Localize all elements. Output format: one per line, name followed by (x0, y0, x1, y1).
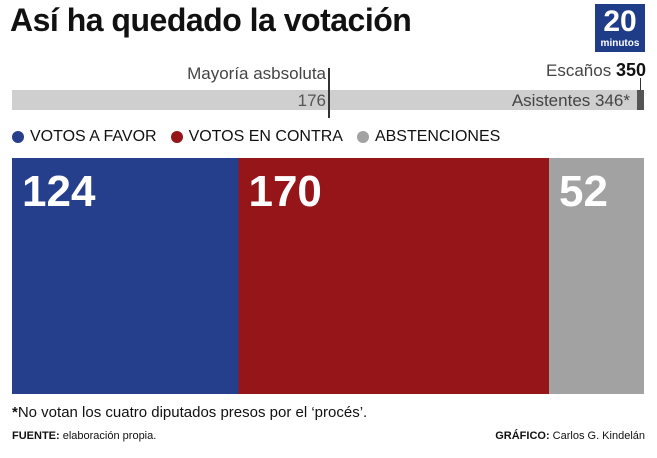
footnote-text: No votan los cuatro diputados presos por… (17, 404, 368, 421)
legend-item-favor: VOTOS A FAVOR (12, 128, 157, 146)
vote-bar-chart: 124 170 52 (12, 158, 644, 394)
logo-number: 20 (603, 5, 637, 38)
source-text: elaboración propia. (62, 430, 157, 442)
bar-abstenciones (549, 158, 644, 394)
legend: VOTOS A FAVOR VOTOS EN CONTRA ABSTENCION… (12, 128, 514, 146)
bar-value-favor: 124 (22, 167, 96, 216)
legend-label-contra: VOTOS EN CONTRA (188, 128, 343, 145)
bar-value-contra: 170 (248, 167, 321, 216)
20minutos-logo: 20 minutos (595, 4, 645, 52)
legend-item-abstenciones: ABSTENCIONES (356, 128, 501, 146)
page-title: Así ha quedado la votación (10, 2, 412, 38)
legend-dot-contra (170, 131, 183, 143)
credit-text: Carlos G. Kindelán (552, 430, 645, 442)
credit: GRÁFICO: Carlos G. Kindelán (440, 430, 645, 442)
credit-label: GRÁFICO: (495, 430, 550, 442)
bar-favor (12, 158, 239, 394)
seats-tick (640, 78, 641, 90)
absent-seats-segment (637, 90, 644, 110)
source: FUENTE: elaboración propia. (12, 430, 156, 442)
seats-total: Escaños 350 (520, 60, 646, 81)
legend-item-contra: VOTOS EN CONTRA (170, 128, 343, 146)
majority-label: Mayoría asbsoluta (187, 64, 326, 83)
majority-value: 176 (297, 91, 326, 110)
bar-value-abstenciones: 52 (559, 167, 608, 216)
majority-line (328, 68, 330, 118)
attendees: Asistentes 346* (470, 91, 630, 111)
bar-contra (238, 158, 550, 394)
legend-dot-favor (12, 131, 24, 143)
logo-word: minutos (600, 38, 640, 49)
source-label: FUENTE: (12, 430, 60, 442)
attendees-label: Asistentes (511, 91, 591, 110)
footnote: *No votan los cuatro diputados presos po… (12, 404, 367, 421)
seats-value: 350 (615, 60, 646, 80)
attendees-value: 346* (595, 91, 630, 110)
legend-label-favor: VOTOS A FAVOR (30, 128, 157, 145)
legend-label-abstenciones: ABSTENCIONES (374, 128, 501, 145)
legend-dot-abstenciones (356, 131, 369, 143)
seats-label: Escaños (546, 61, 612, 80)
footnote-mark: * (12, 404, 18, 421)
